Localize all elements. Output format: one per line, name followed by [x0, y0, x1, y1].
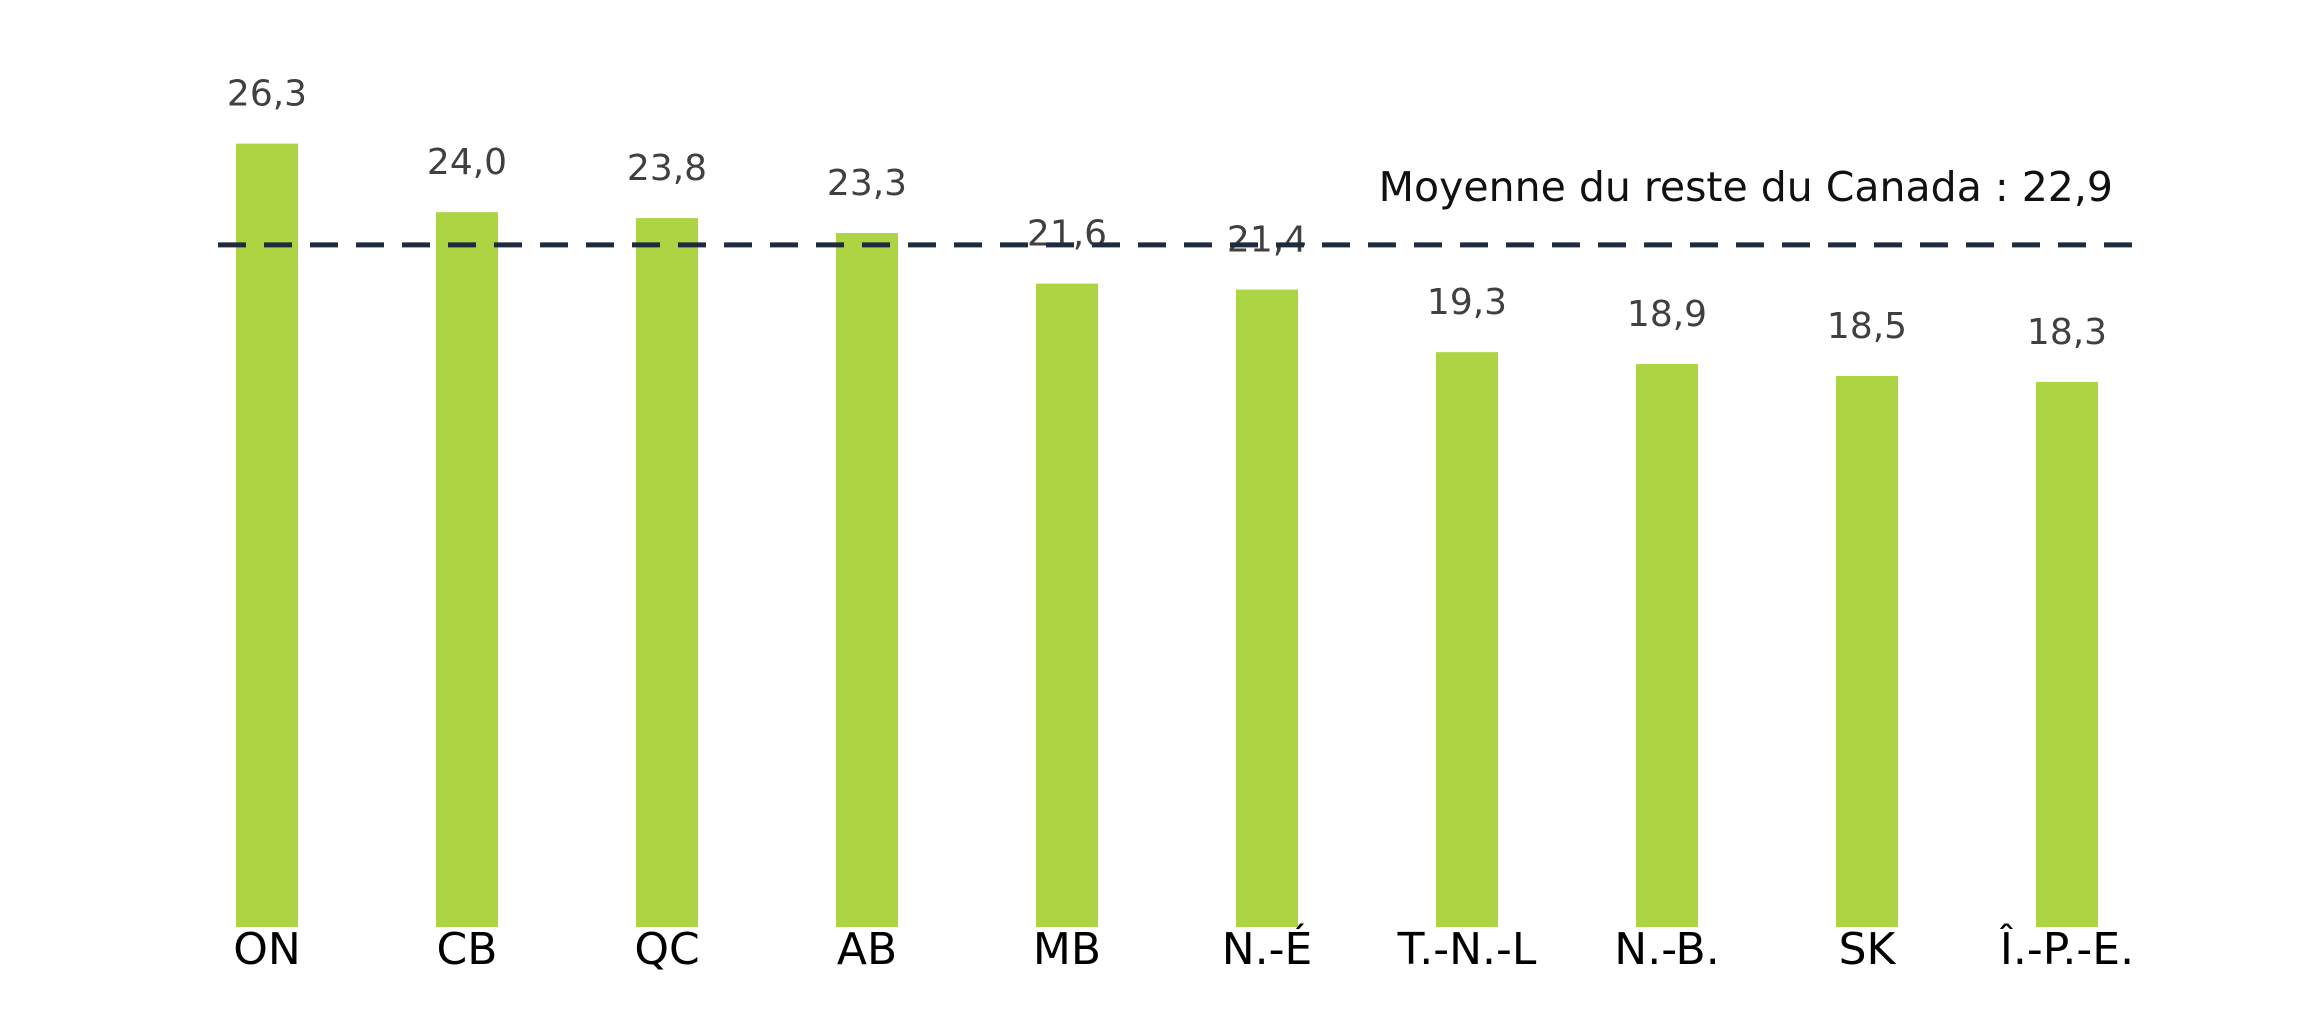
x-tick-label: MB: [1033, 924, 1101, 975]
value-label: 18,5: [1827, 306, 1907, 347]
reference-line-label: Moyenne du reste du Canada : 22,9: [1379, 163, 2113, 211]
bar: [1436, 352, 1498, 927]
bar: [236, 143, 298, 927]
value-label: 19,3: [1427, 282, 1507, 323]
x-tick-label: Î.-P.-E.: [1999, 922, 2134, 975]
bar: [636, 218, 698, 928]
value-label: 18,9: [1627, 294, 1707, 335]
bar: [1236, 289, 1298, 928]
bar: [2036, 381, 2098, 928]
value-label: 21,4: [1227, 220, 1307, 261]
value-label: 24,0: [427, 142, 507, 183]
bar: [1836, 375, 1898, 927]
x-tick-label: T.-N.-L: [1397, 924, 1537, 975]
x-tick-label: ON: [233, 924, 301, 975]
x-tick-label: AB: [837, 924, 897, 975]
value-label: 18,3: [2027, 312, 2107, 353]
value-label: 23,3: [827, 163, 907, 204]
x-tick-label: N.-É: [1222, 922, 1313, 975]
x-tick-label: QC: [634, 924, 699, 975]
value-label: 26,3: [227, 74, 307, 115]
value-label: 21,6: [1027, 214, 1107, 255]
bar: [836, 232, 898, 927]
x-tick-label: CB: [437, 924, 498, 975]
x-tick-label: N.-B.: [1614, 924, 1719, 975]
x-tick-label: SK: [1839, 924, 1897, 975]
value-label: 23,8: [627, 148, 707, 189]
bar: [1036, 283, 1098, 928]
bar: [1636, 364, 1698, 927]
bar: [436, 212, 498, 928]
